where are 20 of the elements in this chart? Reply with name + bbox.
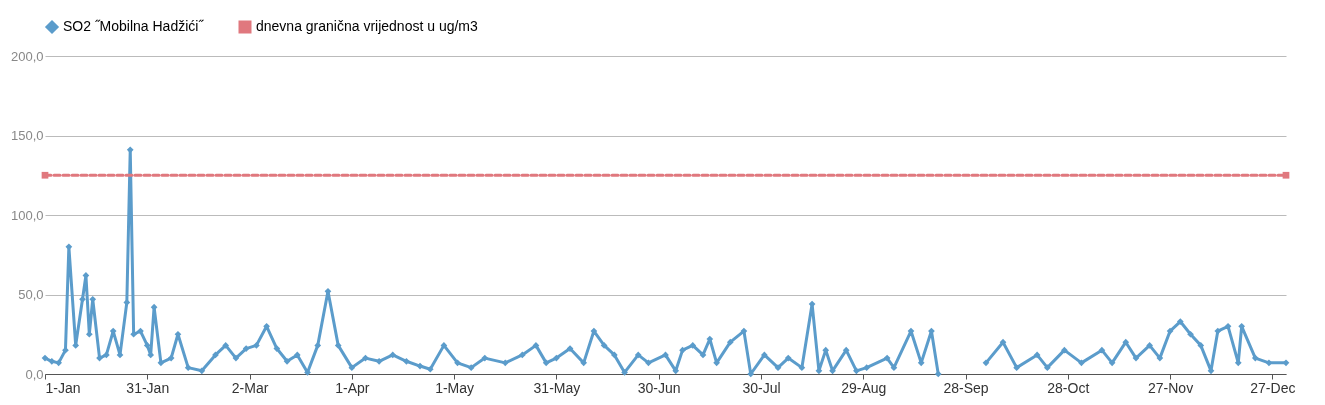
- x-tick-label: 31-Jan: [126, 379, 170, 396]
- y-tick-label: 50,0: [18, 287, 44, 302]
- x-tick-label: 30-Jul: [742, 379, 781, 396]
- x-tick-label: 1-Jan: [45, 379, 81, 396]
- y-tick-label: 0,0: [25, 366, 44, 382]
- x-tick-label: 30-Jun: [637, 379, 681, 396]
- x-tick-label: 27-Nov: [1148, 379, 1194, 396]
- x-tick-label: 29-Aug: [841, 379, 887, 396]
- x-tick-label: 28-Sep: [943, 379, 989, 396]
- x-tick-label: 2-Mar: [231, 379, 269, 396]
- y-tick-label: 100,0: [10, 207, 44, 223]
- y-tick-label: 200,0: [10, 48, 44, 64]
- legend-label: dnevna granična vrijednost u ug/m3: [256, 18, 479, 34]
- x-tick-label: 28-Oct: [1047, 379, 1090, 396]
- x-tick-label: 1-Apr: [335, 379, 370, 396]
- y-tick-label: 150,0: [10, 128, 44, 143]
- x-tick-label: 27-Dec: [1250, 379, 1296, 396]
- x-tick-label: 1-May: [435, 379, 475, 396]
- x-tick-label: 31-May: [533, 379, 581, 396]
- legend-label: SO2 ˝Mobilna Hadžići˝: [63, 18, 205, 34]
